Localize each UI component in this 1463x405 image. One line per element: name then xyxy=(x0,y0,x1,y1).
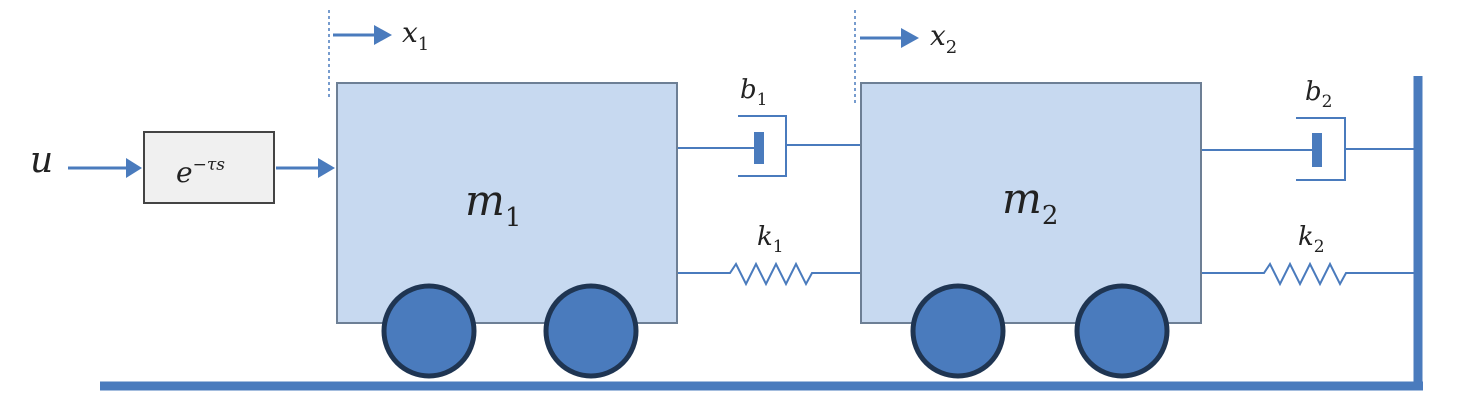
x1-subscript: 1 xyxy=(418,34,429,55)
mass-2-label: m2 xyxy=(1002,174,1058,231)
delay-output-arrowhead xyxy=(318,158,335,178)
mass-2-subscript: 2 xyxy=(1042,201,1059,231)
mass-1-symbol: m xyxy=(465,176,505,225)
delay-exponent: −τs xyxy=(193,155,226,175)
spring-k2-label: k2 xyxy=(1298,222,1325,257)
damper-b1-symbol: b xyxy=(740,75,757,105)
mass-1-block xyxy=(336,82,678,324)
spring-k1-label: k1 xyxy=(757,222,784,257)
spring-k2-subscript: 2 xyxy=(1314,237,1325,257)
delay-base: e xyxy=(176,156,193,189)
damper-b1 xyxy=(678,115,860,177)
mass-2-block xyxy=(860,82,1202,324)
mass-1-label: m1 xyxy=(465,176,521,233)
mass-2-symbol: m xyxy=(1002,174,1042,223)
mass-1-subscript: 1 xyxy=(505,203,522,233)
damper-b1-subscript: 1 xyxy=(757,90,768,110)
mass-1-wheel-left xyxy=(381,283,477,379)
delay-label: e−τs xyxy=(176,155,225,189)
x2-subscript: 2 xyxy=(946,37,957,58)
damper-b2-symbol: b xyxy=(1305,77,1322,107)
mass-1-wheel-right xyxy=(543,283,639,379)
input-label: u xyxy=(30,140,53,181)
damper-b2 xyxy=(1202,117,1414,181)
x2-symbol: x xyxy=(930,19,946,52)
x2-arrowhead xyxy=(901,28,919,48)
spring-k1 xyxy=(678,261,860,287)
damper-b1-label: b1 xyxy=(740,75,767,110)
spring-k2 xyxy=(1202,261,1414,287)
x2-label: x2 xyxy=(930,19,957,58)
mass-2-wheel-right xyxy=(1074,283,1170,379)
spring-k1-symbol: k xyxy=(757,222,773,252)
x1-arrowhead xyxy=(374,25,392,45)
delay-block xyxy=(143,131,275,204)
x1-symbol: x xyxy=(402,16,418,49)
damper-b2-label: b2 xyxy=(1305,77,1332,112)
spring-k1-subscript: 1 xyxy=(773,237,784,257)
damper-b2-subscript: 2 xyxy=(1322,92,1333,112)
spring-k2-symbol: k xyxy=(1298,222,1314,252)
input-arrowhead xyxy=(126,158,142,178)
x1-label: x1 xyxy=(402,16,429,55)
mass-2-wheel-left xyxy=(910,283,1006,379)
